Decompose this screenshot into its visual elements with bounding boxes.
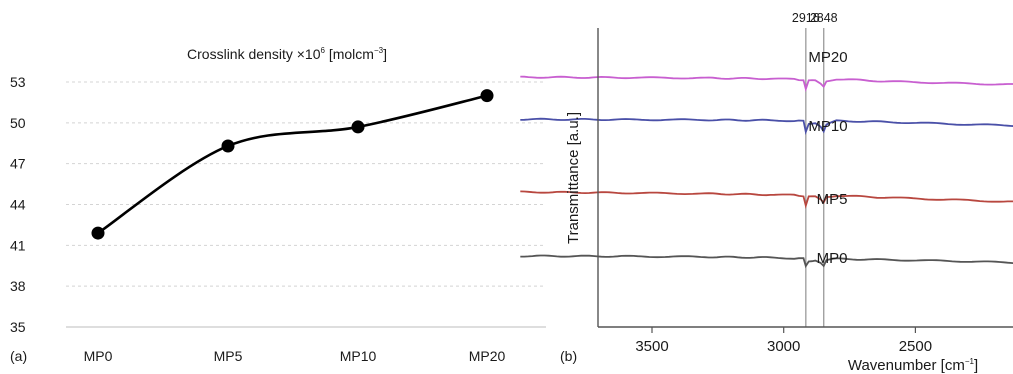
y-tick-label: 41 [10, 237, 26, 253]
data-point [91, 226, 105, 240]
x-tick-label: MP5 [214, 348, 243, 364]
spectrum-line-mp20 [520, 75, 1013, 93]
data-point [351, 120, 365, 134]
y-tick-label: 44 [10, 197, 26, 213]
y-tick-label: 53 [10, 74, 26, 90]
peak-label: 2916 [792, 11, 820, 25]
x-tick-label: MP0 [84, 348, 113, 364]
panel-label-b: (b) [560, 348, 577, 364]
y-tick-label: 47 [10, 156, 26, 172]
x-axis-label: Wavenumber [cm−1] [848, 357, 978, 374]
series-label: MP0 [817, 250, 848, 267]
peak-label: 2848 [810, 11, 838, 25]
x-tick-label: 3000 [767, 338, 800, 355]
x-tick-label: 3500 [635, 338, 668, 355]
crosslink-density-line [97, 94, 488, 235]
x-tick-label: MP10 [340, 348, 377, 364]
spectrum-line-mp5 [520, 190, 1013, 210]
data-point [480, 89, 494, 103]
chart-title: Crosslink density ×106 [molcm−3] [187, 46, 387, 62]
series-label: MP10 [808, 118, 847, 135]
series-label: MP5 [817, 191, 848, 208]
y-tick-label: 38 [10, 278, 26, 294]
data-point [221, 139, 235, 153]
y-axis-label: Transmittance [a.u.] [565, 112, 582, 244]
x-tick-label: 2500 [899, 338, 932, 355]
panel-label-a: (a) [10, 348, 27, 364]
spectrum-line-mp0 [520, 254, 1013, 269]
x-tick-label: MP20 [469, 348, 506, 364]
crosslink-density-chart: Crosslink density ×106 [molcm−3] 35 38 41 4… [10, 46, 546, 364]
y-tick-label: 35 [10, 319, 26, 335]
spectrum-line-mp10 [520, 117, 1013, 136]
y-tick-label: 50 [10, 115, 26, 131]
series-label: MP20 [808, 49, 847, 66]
